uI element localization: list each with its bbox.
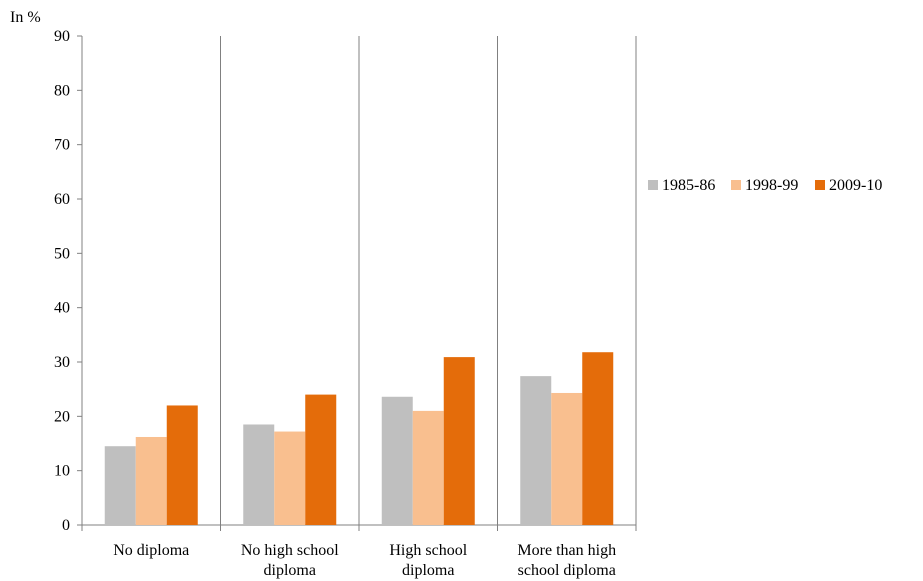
legend-label: 1998-99 [745,177,798,194]
y-tick-label: 80 [54,82,70,99]
x-category-label: diploma [402,562,454,579]
y-tick-label: 20 [54,408,70,425]
bar-1998-99-3 [551,392,583,525]
y-axis: 0 10 20 30 40 50 60 70 80 90 [54,28,83,534]
bar-1985-86-1 [243,424,275,525]
bar-1985-86-2 [381,396,413,525]
legend-label: 2009-10 [829,177,882,194]
y-tick-label: 60 [54,191,70,208]
y-tick-label: 70 [54,137,70,154]
x-category-label: diploma [264,562,316,579]
bar-1985-86-3 [520,376,552,525]
x-category-label: More than high [517,542,616,559]
y-tick-label: 10 [54,463,70,480]
x-category-label: No diploma [113,542,189,559]
y-tick-label: 50 [54,245,70,262]
y-tick-label: 40 [54,300,70,317]
legend-swatch [731,180,741,190]
y-axis-title: In % [10,9,41,26]
legend: 1985-86 1998-99 2009-10 [648,177,882,194]
x-category-label: No high school [241,542,339,559]
bar-1985-86-0 [104,446,136,525]
bar-1998-99-0 [135,436,167,525]
x-axis-labels: No diploma No high school diploma High scho… [113,542,616,579]
legend-swatch [815,180,825,190]
y-tick-label: 30 [54,354,70,371]
bars [104,352,614,525]
y-tick-label: 90 [54,28,70,45]
bar-1998-99-2 [412,410,444,525]
bar-2009-10-0 [166,405,198,525]
bar-2009-10-3 [582,352,614,525]
bar-2009-10-1 [305,394,337,525]
legend-label: 1985-86 [662,177,715,194]
bar-1998-99-1 [274,431,306,525]
bar-2009-10-2 [443,357,475,525]
y-tick-label: 0 [62,517,70,534]
legend-swatch [648,180,658,190]
x-category-label: High school [389,542,467,559]
x-category-label: school diploma [518,562,616,579]
